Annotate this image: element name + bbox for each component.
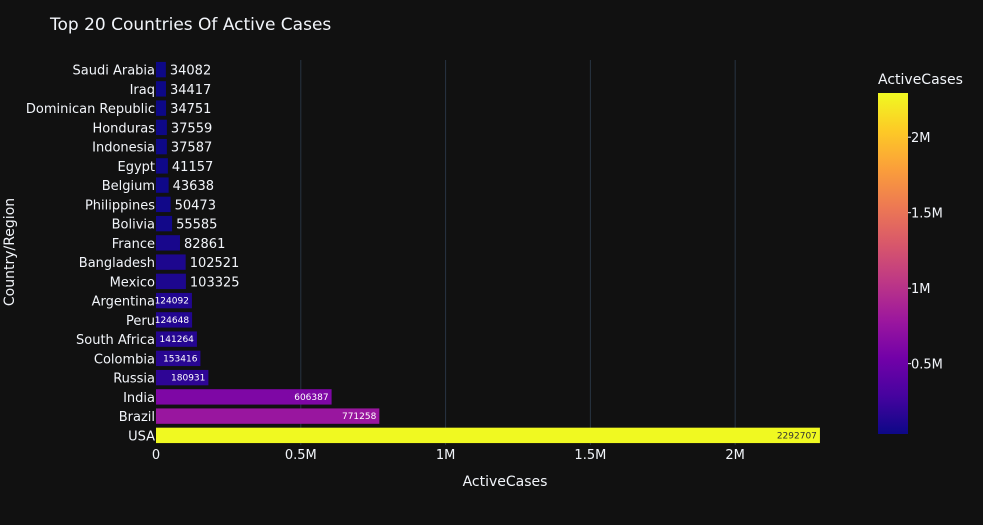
y-tick-label: Brazil [119, 410, 155, 425]
bar [156, 215, 173, 232]
x-tick-labels: 0 0.5M 1M 1.5M 2M [152, 448, 745, 463]
data-label: 141264 [160, 335, 195, 345]
data-label: 102521 [190, 256, 240, 271]
data-label: 34417 [170, 83, 211, 98]
y-tick-label: France [112, 237, 155, 252]
y-tick-label: Colombia [94, 352, 155, 367]
y-tick-label: South Africa [76, 333, 155, 348]
bar [156, 138, 167, 155]
chart-title: Top 20 Countries Of Active Cases [49, 15, 331, 35]
bar [156, 158, 168, 174]
data-label: 37587 [171, 141, 212, 156]
bar [156, 119, 167, 136]
x-tick-label: 0 [152, 448, 160, 463]
y-tick-label: USA [128, 429, 155, 444]
bar [156, 389, 332, 405]
colorbar-tick-label: 2M [911, 131, 931, 146]
y-tick-label: India [123, 391, 155, 406]
bar [156, 350, 201, 367]
x-tick-label: 0.5M [285, 448, 317, 463]
y-tick-label: Bolivia [112, 218, 155, 233]
data-label: 124092 [155, 297, 189, 307]
data-label: 153416 [163, 354, 198, 364]
bar [156, 408, 380, 424]
data-label: 34082 [170, 64, 211, 79]
y-axis-title: Country/Region [2, 198, 18, 306]
data-label: 606387 [294, 393, 328, 403]
y-tick-label: Egypt [117, 160, 155, 175]
data-label: 37559 [171, 121, 212, 136]
data-label: 34751 [170, 102, 211, 117]
y-tick-label: Belgium [102, 179, 155, 194]
data-label: 82861 [184, 237, 225, 252]
bar [156, 235, 180, 251]
y-tick-label: Philippines [85, 198, 155, 213]
data-label: 2292707 [777, 431, 817, 441]
data-label: 41157 [172, 160, 213, 175]
colorbar-title: ActiveCases [878, 72, 963, 88]
bar [156, 331, 197, 347]
colorbar-tick-label: 1.5M [911, 207, 943, 222]
bar [156, 273, 186, 290]
y-tick-label: Mexico [110, 275, 155, 290]
bar [156, 427, 820, 444]
x-tick-label: 1.5M [574, 448, 606, 463]
x-axis-title: ActiveCases [463, 474, 548, 490]
y-tick-label: Argentina [92, 295, 155, 310]
bar [156, 254, 186, 270]
y-tick-label: Bangladesh [79, 256, 155, 271]
x-tick-label: 2M [725, 448, 745, 463]
colorbar-tick-label: 0.5M [911, 358, 943, 373]
x-tick-label: 1M [436, 448, 456, 463]
bar [156, 100, 167, 116]
data-label: 55585 [176, 218, 217, 233]
data-label: 124648 [155, 316, 190, 326]
y-tick-label: Dominican Republic [26, 102, 155, 117]
grid-lines [300, 60, 736, 445]
bar [156, 369, 209, 386]
bar [156, 292, 192, 309]
data-label: 50473 [175, 198, 216, 213]
y-tick-label: Peru [126, 314, 155, 329]
data-label: 771258 [342, 412, 377, 422]
data-label: 180931 [171, 374, 205, 384]
bar [156, 196, 171, 213]
colorbar [878, 93, 908, 434]
colorbar-ticks: 0.5M 1M 1.5M 2M [908, 131, 943, 373]
bars: 2292707 771258 606387 180931 153416 141264 124… [155, 61, 820, 444]
data-label: 43638 [173, 179, 214, 194]
bar [156, 81, 166, 97]
y-tick-label: Honduras [92, 121, 155, 136]
bar [156, 61, 166, 78]
y-tick-label: Iraq [130, 83, 155, 98]
bar [156, 177, 169, 193]
data-label: 103325 [190, 275, 240, 290]
y-tick-label: Indonesia [92, 141, 155, 156]
y-tick-label: Saudi Arabia [73, 64, 156, 79]
y-tick-labels: USA Brazil India Russia Colombia South Africa… [26, 64, 155, 445]
colorbar-tick-label: 1M [911, 282, 931, 297]
y-tick-label: Russia [113, 372, 155, 387]
bar [156, 312, 193, 328]
